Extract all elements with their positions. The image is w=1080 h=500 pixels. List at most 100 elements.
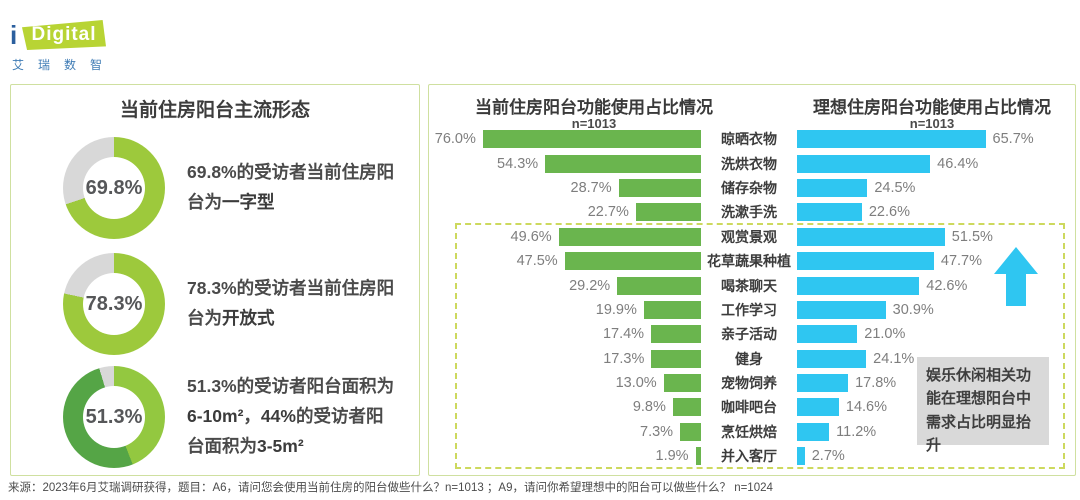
current-value-label: 47.5% xyxy=(516,253,558,270)
category-label: 健身 xyxy=(735,350,763,367)
stat-text-openness: 78.3%的受访者当前住房阳台为开放式 xyxy=(187,274,399,334)
chart-row: 22.7% 洗漱手洗 22.6% xyxy=(429,200,1075,224)
chart-row: 47.5% 花草蔬果种植 47.7% xyxy=(429,249,1075,273)
ideal-bar xyxy=(797,325,858,344)
current-bar xyxy=(545,154,701,173)
donut-label: 78.3% xyxy=(85,292,143,315)
current-value-label: 17.4% xyxy=(602,326,645,343)
stat-plain-text: 78.3%的受访者当前住房阳台为 xyxy=(187,278,395,328)
stat-row-openness: 78.3% 78.3%的受访者当前住房阳台为开放式 xyxy=(11,247,419,361)
category-label: 亲子活动 xyxy=(721,326,777,343)
panel-balcony-forms: 当前住房阳台主流形态 69.8% 69.8%的受访者当前住房阳台为一字型 78.… xyxy=(10,84,420,476)
current-value-label: 29.2% xyxy=(569,277,611,294)
sample-size-current: n=1013 xyxy=(571,116,617,131)
chart-row: 1.9% 并入客厅 2.7% xyxy=(429,444,1075,468)
ideal-bar xyxy=(797,398,839,417)
ideal-bar xyxy=(797,252,934,271)
current-value-label: 17.3% xyxy=(603,350,645,367)
chart-rows: 76.0% 晾晒衣物 65.7% 54.3% 洗烘衣物 46.4% 28.7% 储存杂物 24.… xyxy=(429,127,1075,468)
ideal-bar xyxy=(797,447,805,466)
source-note: 来源：2023年6月艾瑞调研获得，题目：A6，请问您会使用当前住房的阳台做些什么… xyxy=(8,482,773,494)
current-value-label: 49.6% xyxy=(510,228,552,245)
current-value-label: 13.0% xyxy=(615,375,657,392)
stat-plain-text: 51.3%的受访者阳台面积为 xyxy=(187,376,395,397)
annotation-note: 娱乐休闲相关功能在理想阳台中需求占比明显抬升 xyxy=(917,357,1049,454)
current-bar xyxy=(617,276,701,295)
category-label: 工作学习 xyxy=(721,301,777,318)
ideal-value-label: 24.5% xyxy=(874,179,916,196)
ideal-bar xyxy=(797,154,931,173)
brand-logo: i Digital 艾瑞数智 xyxy=(10,14,180,74)
donut-label: 51.3% xyxy=(85,405,143,428)
ideal-value-label: 42.6% xyxy=(926,277,968,294)
current-bar xyxy=(635,203,701,222)
chart-row: 49.6% 观赏景观 51.5% xyxy=(429,225,1075,249)
stat-emphasis: 6-10m² xyxy=(187,406,244,427)
left-panel-title: 当前住房阳台主流形态 xyxy=(119,100,310,121)
chart-row: 7.3% 烹饪烘焙 11.2% xyxy=(429,420,1075,444)
ideal-bar xyxy=(797,374,849,393)
category-label: 咖啡吧台 xyxy=(721,399,777,416)
ideal-bar xyxy=(797,422,830,441)
category-label: 花草蔬果种植 xyxy=(707,253,791,270)
chart-row: 17.3% 健身 24.1% xyxy=(429,347,1075,371)
ideal-value-label: 2.7% xyxy=(811,448,845,465)
donut-chart-shape: 69.8% xyxy=(63,137,165,239)
current-value-label: 22.7% xyxy=(587,204,629,221)
stat-row-area: 51.3% 51.3%的受访者阳台面积为 6-10m²，44%的受访者阳台面积为3… xyxy=(11,361,419,473)
chart-row: 19.9% 工作学习 30.9% xyxy=(429,298,1075,322)
current-value-label: 9.8% xyxy=(632,399,666,416)
chart-row: 29.2% 喝茶聊天 42.6% xyxy=(429,273,1075,297)
current-bar xyxy=(695,447,701,466)
stat-plain-text: 的受访者阳台面积为 xyxy=(187,406,384,456)
current-value-label: 1.9% xyxy=(655,448,689,465)
chart-row: 76.0% 晾晒衣物 65.7% xyxy=(429,127,1075,151)
ideal-bar xyxy=(797,276,920,295)
ideal-value-label: 21.0% xyxy=(864,326,906,343)
ideal-value-label: 22.6% xyxy=(868,204,910,221)
current-value-label: 76.0% xyxy=(434,131,476,148)
donut-label: 69.8% xyxy=(85,176,143,199)
sample-size-ideal: n=1013 xyxy=(909,116,955,131)
category-label: 观赏景观 xyxy=(721,228,777,245)
stat-emphasis: 44% xyxy=(260,406,296,427)
stat-text-shape: 69.8%的受访者当前住房阳台为一字型 xyxy=(187,158,399,218)
chart-row: 9.8% 咖啡吧台 14.6% xyxy=(429,395,1075,419)
ideal-bar xyxy=(797,130,986,149)
current-bar xyxy=(618,178,701,197)
stat-plain-text: ， xyxy=(243,406,261,427)
category-label: 洗烘衣物 xyxy=(721,155,777,172)
current-bar xyxy=(651,325,701,344)
current-value-label: 7.3% xyxy=(640,423,674,440)
current-bar xyxy=(663,374,701,393)
category-label: 宠物饲养 xyxy=(721,375,777,392)
category-label: 储存杂物 xyxy=(721,179,777,196)
ideal-value-label: 65.7% xyxy=(992,131,1034,148)
stat-plain-text: 69.8%的受访者当前住房阳台为 xyxy=(187,162,395,212)
current-bar xyxy=(643,300,701,319)
stat-text-area: 51.3%的受访者阳台面积为 6-10m²，44%的受访者阳台面积为3-5m² xyxy=(187,372,399,461)
ideal-value-label: 46.4% xyxy=(937,155,979,172)
ideal-bar xyxy=(797,178,868,197)
ideal-bar xyxy=(797,203,862,222)
current-value-label: 28.7% xyxy=(570,179,612,196)
logo-wordmark: Digital xyxy=(31,24,97,45)
ideal-bar xyxy=(797,227,945,246)
logo-flag-shape: Digital xyxy=(22,20,106,50)
category-label: 并入客厅 xyxy=(721,448,777,465)
category-label: 洗漱手洗 xyxy=(721,204,777,221)
category-label: 晾晒衣物 xyxy=(721,131,777,148)
arrow-stem xyxy=(1006,274,1026,306)
current-bar xyxy=(672,398,701,417)
chart-row: 17.4% 亲子活动 21.0% xyxy=(429,322,1075,346)
donut-chart-area: 51.3% xyxy=(63,366,165,468)
chart-row: 28.7% 储存杂物 24.5% xyxy=(429,176,1075,200)
ideal-value-label: 47.7% xyxy=(940,253,983,270)
current-bar xyxy=(651,349,701,368)
ideal-bar xyxy=(797,349,867,368)
ideal-value-label: 24.1% xyxy=(873,350,915,367)
current-value-label: 54.3% xyxy=(497,155,539,172)
logo-chinese-name: 艾瑞数智 xyxy=(12,58,117,72)
stat-row-shape: 69.8% 69.8%的受访者当前住房阳台为一字型 xyxy=(11,131,419,245)
stat-emphasis: 开放式 xyxy=(222,308,275,328)
